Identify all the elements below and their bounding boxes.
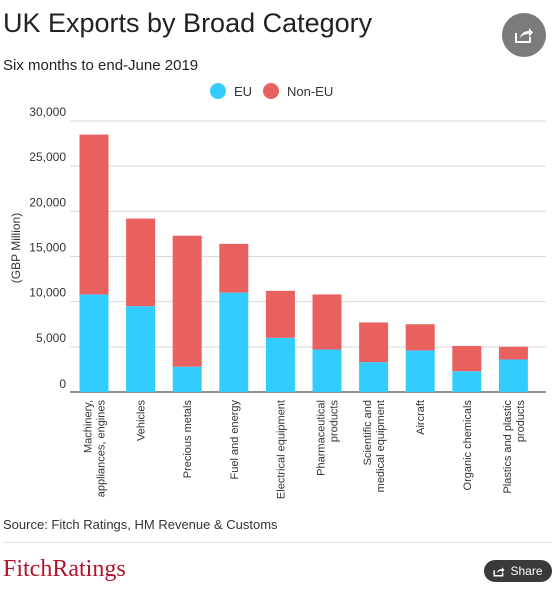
bar-eu [219, 292, 249, 392]
x-tick-label: Plastics and plasticproducts [502, 400, 527, 494]
y-tick-label: 20,000 [29, 195, 66, 209]
chart-legend: EU Non-EU [0, 83, 557, 103]
source-note: Source: Fitch Ratings, HM Revenue & Cust… [3, 517, 278, 532]
y-tick-label: 5,000 [36, 331, 66, 345]
x-tick-label: Machinery,appliances, engines [83, 400, 108, 498]
bar-eu [172, 366, 202, 392]
share-icon [515, 28, 533, 43]
bar-eu [126, 306, 156, 392]
share-button-icon [493, 566, 505, 576]
legend-swatch-non-eu [263, 83, 279, 99]
bar-non-eu [498, 346, 528, 360]
y-tick-label: 25,000 [29, 150, 66, 164]
chart-title: UK Exports by Broad Category [3, 8, 373, 38]
legend-swatch-eu [210, 83, 226, 99]
bar-non-eu [172, 235, 202, 367]
legend-label-non-eu: Non-EU [287, 83, 334, 99]
bar-eu [312, 349, 342, 392]
bar-non-eu [359, 322, 389, 363]
y-tick-label: 0 [59, 377, 66, 391]
bar-eu [359, 362, 389, 392]
bar-eu [265, 337, 295, 392]
x-tick-label: Pharmaceuticalproducts [316, 400, 341, 476]
y-tick-label: 15,000 [29, 241, 66, 255]
x-tick-label: Vehicles [136, 400, 148, 441]
x-tick-label: Fuel and energy [229, 400, 241, 480]
legend-label-eu: EU [234, 83, 253, 99]
bar-non-eu [219, 243, 249, 293]
fitch-ratings-logo[interactable]: FitchRatings [3, 556, 126, 582]
x-tick-label: Electrical equipment [275, 400, 287, 499]
y-tick-label: 30,000 [29, 105, 66, 119]
x-tick-label: Organic chemicals [462, 400, 474, 491]
share-circle-button[interactable] [502, 13, 546, 57]
bar-eu [79, 294, 109, 392]
bar-non-eu [79, 134, 109, 295]
footer-divider [3, 542, 552, 543]
x-tick-label: Precious metals [182, 400, 194, 479]
bar-non-eu [126, 218, 156, 307]
stacked-bar-chart: 0 5,000 10,000 15,000 20,000 25,000 30,000 (GBP… [9, 105, 546, 499]
x-tick-label: Aircraft [415, 400, 427, 435]
y-tick-label: 10,000 [29, 286, 66, 300]
share-button[interactable]: Share [484, 560, 552, 582]
bar-eu [452, 371, 482, 392]
x-tick-label: Scientific andmedical equipment [362, 400, 387, 492]
legend-item-non-eu[interactable]: Non-EU [263, 83, 333, 99]
chart-subtitle: Six months to end-June 2019 [3, 57, 199, 74]
bar-non-eu [312, 294, 342, 350]
bar-eu [405, 350, 435, 392]
bar-non-eu [265, 290, 295, 338]
bar-eu [498, 359, 528, 392]
y-axis-label: (GBP Million) [9, 213, 23, 283]
bar-non-eu [405, 324, 435, 351]
bar-non-eu [452, 345, 482, 372]
share-button-label: Share [510, 564, 543, 578]
legend-item-eu[interactable]: EU [210, 83, 252, 99]
